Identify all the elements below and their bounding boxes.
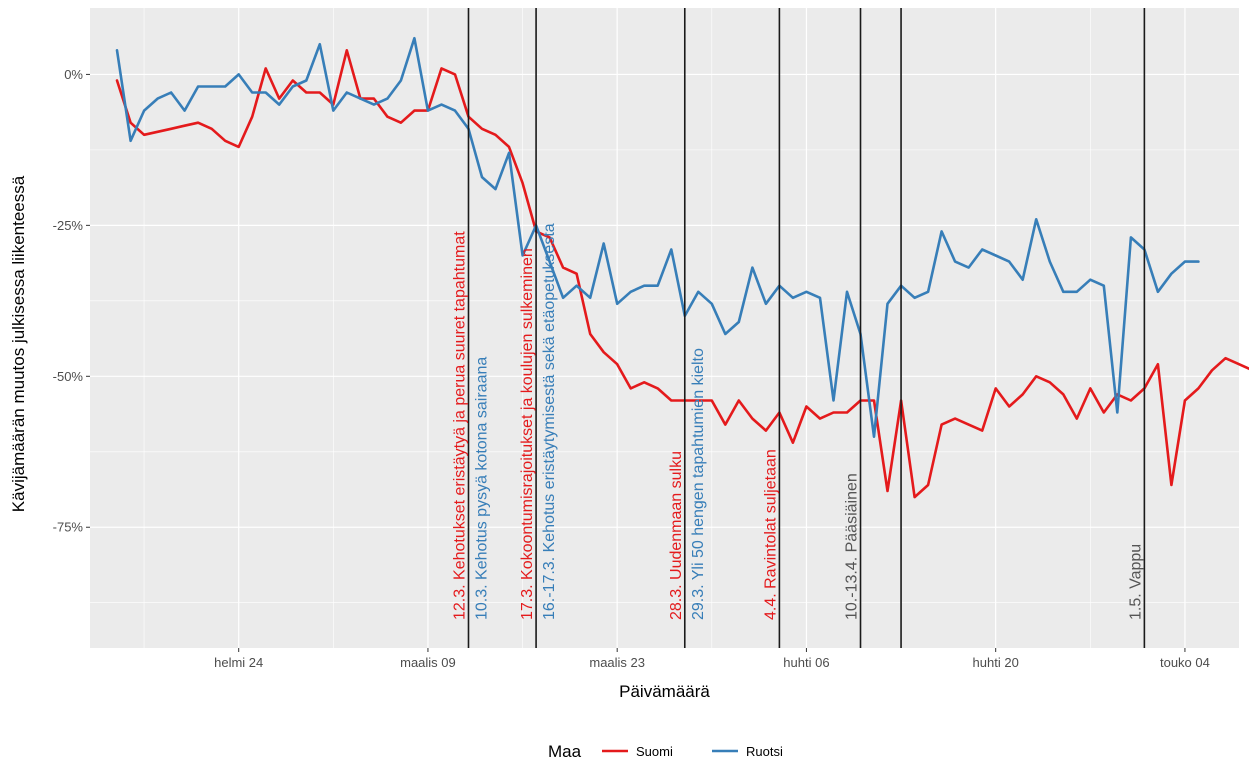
event-annotation: 10.3. Kehotus pysyä kotona sairaana (473, 357, 490, 620)
event-annotation: 29.3. Yli 50 hengen tapahtumien kielto (690, 348, 707, 620)
y-tick-label: -50% (53, 369, 84, 384)
major-gridlines (90, 8, 1239, 648)
x-tick-label: maalis 09 (400, 655, 456, 670)
event-lines (467, 8, 1146, 648)
event-annotation: 1.5. Vappu (1127, 544, 1144, 620)
y-tick-label: 0% (64, 67, 83, 82)
event-annotations: 12.3. Kehotukset eristäytyä ja perua suu… (451, 223, 1144, 620)
plot-panel (90, 8, 1239, 648)
event-annotation: 28.3. Uudenmaan sulku (668, 451, 685, 620)
x-tick-label: touko 04 (1160, 655, 1210, 670)
legend-label-suomi: Suomi (636, 744, 673, 759)
y-tick-label: -75% (53, 520, 84, 535)
legend-title: Maa (548, 742, 582, 761)
y-axis-title: Kävijämäärän muutos julkisessa liikentee… (9, 175, 28, 512)
event-annotation: 4.4. Ravintolat suljetaan (762, 449, 779, 620)
legend: Maa Suomi Ruotsi (548, 742, 783, 761)
y-axis: 0% -25% -50% -75% (53, 67, 90, 535)
event-annotation: 12.3. Kehotukset eristäytyä ja perua suu… (451, 231, 468, 620)
y-tick-label: -25% (53, 218, 84, 233)
x-tick-label: huhti 20 (973, 655, 1019, 670)
series-line-ruotsi (115, 36, 1200, 438)
event-annotation: 10.-13.4. Pääsiäinen (844, 473, 861, 620)
x-tick-label: maalis 23 (589, 655, 645, 670)
legend-label-ruotsi: Ruotsi (746, 744, 783, 759)
event-annotation: 17.3. Kokoontumisrajoitukset ja koulujen… (519, 248, 536, 620)
event-annotation: 16.-17.3. Kehotus eristäytymisestä sekä … (541, 223, 558, 620)
x-tick-label: helmi 24 (214, 655, 263, 670)
x-axis-title: Päivämäärä (619, 682, 710, 701)
x-axis: helmi 24 maalis 09 maalis 23 huhti 06 huhti … (214, 648, 1210, 670)
x-tick-label: huhti 06 (783, 655, 829, 670)
